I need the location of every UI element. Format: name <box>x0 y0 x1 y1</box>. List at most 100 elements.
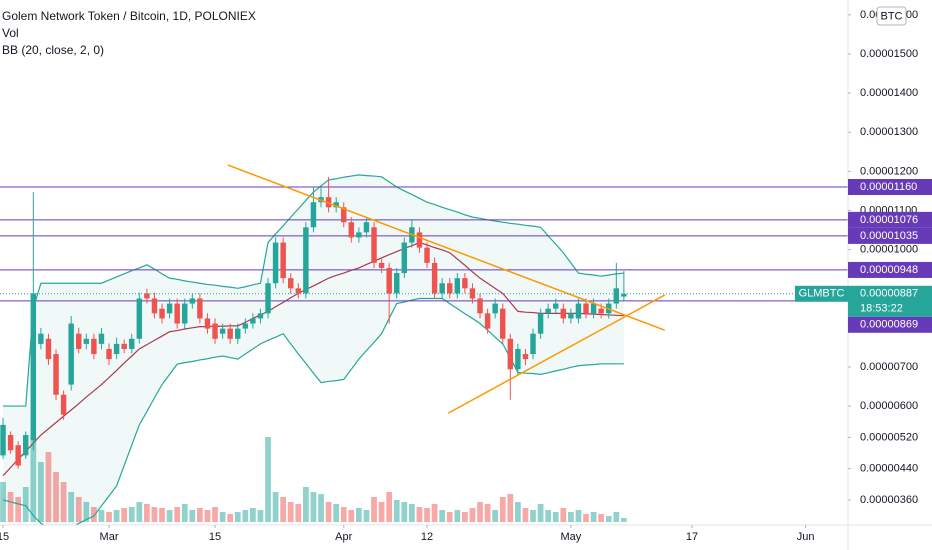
candle-body <box>38 333 44 344</box>
x-tick-label: Jun <box>797 531 815 543</box>
level-badge <box>848 227 932 244</box>
volume-bar <box>515 502 521 522</box>
countdown-label: 18:53:22 <box>860 303 903 315</box>
candle-body <box>227 328 233 339</box>
candle-body <box>76 333 82 349</box>
candle-body <box>265 283 271 314</box>
volume-bar <box>598 514 605 522</box>
volume-bar <box>393 500 400 522</box>
currency-badge-text[interactable]: BTC <box>881 10 903 22</box>
candle-body <box>560 308 567 319</box>
candle-body <box>272 242 279 284</box>
volume-bar <box>333 504 340 522</box>
volume-bar <box>325 502 332 522</box>
volume-bar <box>295 504 302 522</box>
y-tick-label: 0.00001300 <box>860 126 918 138</box>
volume-bar <box>575 510 582 522</box>
volume-bar <box>204 510 211 522</box>
volume-bar <box>45 452 52 522</box>
volume-bar <box>477 502 483 522</box>
candle-body <box>325 197 332 208</box>
x-tick-label: 15 <box>209 531 221 543</box>
volume-bar <box>113 510 120 522</box>
volume-bar <box>53 472 59 522</box>
candle-body <box>68 323 74 385</box>
candle-body <box>250 318 256 324</box>
candle-body <box>530 333 536 355</box>
volume-bar <box>401 502 408 522</box>
candle-body <box>575 303 582 319</box>
candle-body <box>500 308 506 339</box>
candle-body <box>462 278 468 289</box>
candle-body <box>621 293 627 297</box>
candle-body <box>454 278 461 294</box>
x-tick-label: May <box>560 531 581 543</box>
candle-body <box>53 354 59 395</box>
volume-bar <box>439 510 446 522</box>
volume-bar <box>265 437 271 522</box>
volume-bar <box>227 514 234 522</box>
volume-bar <box>303 487 309 522</box>
candle-body <box>113 343 120 355</box>
volume-bar <box>91 507 97 522</box>
level-label: 0.00001076 <box>860 214 918 226</box>
candle-body <box>507 338 514 370</box>
candle-body <box>15 445 21 466</box>
volume-bar <box>242 510 249 522</box>
volume-bar <box>234 512 241 522</box>
candle-body <box>492 303 498 314</box>
candle-body <box>515 348 521 370</box>
volume-bar <box>492 510 499 522</box>
volume-bar <box>30 437 37 522</box>
candle-body <box>159 308 165 319</box>
candle-body <box>174 303 180 324</box>
volume-bar <box>0 482 6 522</box>
y-tick-label: 0.00001200 <box>860 165 918 177</box>
volume-bar <box>416 507 423 522</box>
volume-bar <box>583 514 589 522</box>
bb-legend: BB (20, close, 2, 0) <box>2 43 104 57</box>
volume-bar <box>7 492 14 522</box>
y-tick-label: 0.00000600 <box>860 400 918 412</box>
bb-basis-line <box>2 241 624 477</box>
candle-body <box>537 313 544 334</box>
candle-body <box>310 202 317 228</box>
volume-bar <box>484 504 491 522</box>
last-price-badge <box>848 285 932 317</box>
volume-bar <box>568 512 574 522</box>
volume-bar <box>371 497 377 522</box>
candle-body <box>401 242 408 274</box>
volume-bar <box>552 512 559 522</box>
candle-body <box>598 308 604 314</box>
volume-bar <box>363 510 370 522</box>
x-tick-label: 12 <box>421 531 433 543</box>
level-badge <box>848 316 932 333</box>
y-tick-label: 0.00000440 <box>860 463 918 475</box>
volume-bar <box>174 507 181 522</box>
level-label: 0.00000869 <box>860 319 918 331</box>
volume-bar <box>424 508 430 522</box>
volume-bar <box>272 492 279 522</box>
level-label: 0.00000948 <box>860 264 918 276</box>
volume-bar <box>280 497 287 522</box>
candle-body <box>197 298 203 319</box>
volume-bar <box>431 504 438 522</box>
x-tick-label: Apr <box>335 531 352 543</box>
volume-bar <box>22 487 29 522</box>
candle-body <box>447 283 453 294</box>
candle-body <box>106 348 112 360</box>
symbol-label: GLMBTC <box>799 288 845 300</box>
candle-body <box>416 232 423 248</box>
candle-body <box>431 262 438 294</box>
volume-bar <box>83 502 90 522</box>
candle-body <box>129 338 135 349</box>
x-tick-label: Mar <box>100 531 119 543</box>
volume-bar <box>469 508 476 522</box>
candle-body <box>212 323 218 339</box>
volume-bar <box>181 504 188 522</box>
volume-bar <box>121 508 128 522</box>
candle-body <box>469 288 476 299</box>
currency-badge[interactable] <box>876 6 907 26</box>
